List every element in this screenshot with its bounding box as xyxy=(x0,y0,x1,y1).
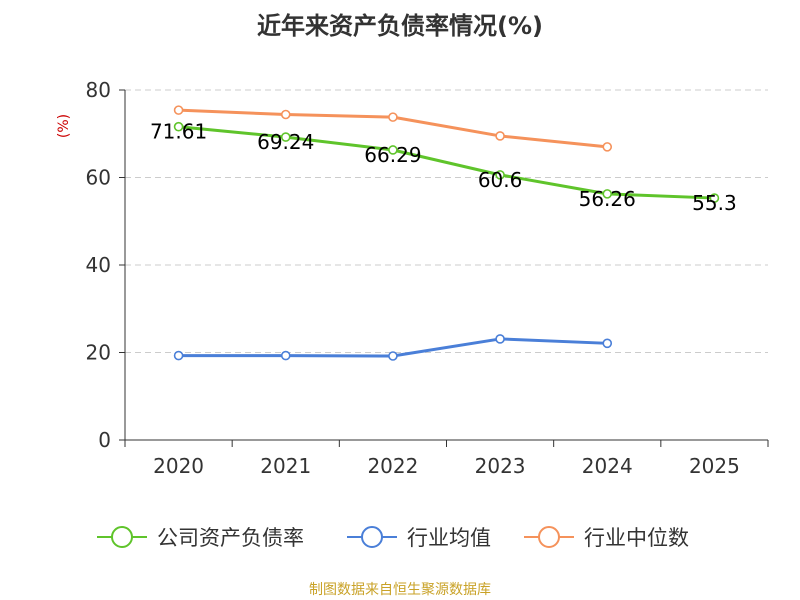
data-point xyxy=(173,350,184,361)
legend-label: 行业中位数 xyxy=(584,526,689,550)
data-point xyxy=(280,350,291,361)
chart-title: 近年来资产负债率情况(%) xyxy=(257,12,543,40)
legend-item[interactable]: 行业中位数 xyxy=(524,526,689,550)
data-point xyxy=(388,145,398,155)
x-tick-label: 2021 xyxy=(260,454,311,478)
legend: 公司资产负债率 行业均值 行业中位数 xyxy=(97,526,689,550)
legend-item[interactable]: 行业均值 xyxy=(347,526,491,550)
y-axis-label: (%) xyxy=(56,114,72,138)
y-tick-label: 20 xyxy=(86,341,111,365)
data-point xyxy=(495,334,505,344)
data-point xyxy=(173,105,184,115)
data-point xyxy=(173,121,184,132)
x-tick-label: 2024 xyxy=(582,454,633,478)
data-label: 60.6 xyxy=(478,168,523,192)
y-tick-label: 60 xyxy=(86,166,111,190)
data-point xyxy=(495,131,505,141)
legend-marker xyxy=(111,526,133,548)
grid-lines xyxy=(125,89,768,353)
y-tick-label: 40 xyxy=(86,253,111,277)
data-point xyxy=(280,132,291,142)
data-point xyxy=(388,351,398,361)
series-line xyxy=(178,125,715,200)
y-tick-label: 0 xyxy=(98,428,111,452)
data-label: 56.26 xyxy=(579,187,636,211)
legend-label: 行业均值 xyxy=(407,526,491,550)
data-label: 55.3 xyxy=(692,191,737,215)
legend-marker xyxy=(361,526,383,548)
x-tick-label: 2022 xyxy=(367,454,418,478)
y-tick-labels: 0 20 40 60 80 xyxy=(86,78,111,452)
series-lines xyxy=(173,105,720,361)
data-point xyxy=(602,189,613,199)
x-tick-label: 2020 xyxy=(153,454,204,478)
data-labels: 71.61 69.24 66.29 60.6 56.26 55.3 xyxy=(150,120,737,215)
source-footer: 制图数据来自恒生聚源数据库 xyxy=(309,582,491,598)
legend-label: 公司资产负债率 xyxy=(157,526,304,550)
data-point xyxy=(602,338,613,349)
data-point xyxy=(602,142,613,152)
data-point xyxy=(388,112,398,122)
legend-item[interactable]: 公司资产负债率 xyxy=(97,526,304,550)
axes xyxy=(119,89,769,447)
data-label: 66.29 xyxy=(364,143,421,167)
y-tick-label: 80 xyxy=(86,78,111,102)
x-tick-label: 2025 xyxy=(689,454,740,478)
data-point xyxy=(280,109,291,120)
x-tick-labels: 2020 2021 2022 2023 2024 2025 xyxy=(153,454,740,478)
x-tick-label: 2023 xyxy=(475,454,526,478)
data-point xyxy=(495,170,505,180)
legend-marker xyxy=(538,526,560,548)
data-point xyxy=(709,193,720,203)
data-label: 69.24 xyxy=(257,130,314,154)
data-label: 71.61 xyxy=(150,120,207,144)
